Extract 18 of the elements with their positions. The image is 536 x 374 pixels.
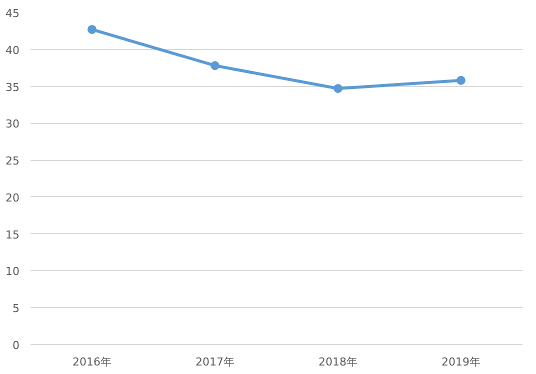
point (334, 84, 342, 93)
y-tick-label: 40 (6, 44, 20, 57)
y-tick-label: 45 (6, 7, 20, 20)
y-tick-label: 25 (6, 154, 20, 168)
x-tick-label: 2016年 (72, 356, 112, 368)
x-tick-label: 2018年 (318, 356, 358, 368)
point (210, 61, 220, 70)
y-tick-label: 35 (6, 80, 20, 94)
y-tick-label: 10 (6, 265, 20, 278)
y-tick-label: 15 (6, 228, 20, 242)
point (88, 24, 96, 34)
x-tick-label: 2017年 (196, 356, 235, 368)
y-tick-label: 30 (6, 118, 20, 131)
y-tick-label: 5 (12, 302, 20, 316)
y-tick-label: 20 (6, 191, 20, 204)
y-tick-label: 0 (12, 339, 20, 352)
x-tick-label: 2019年 (442, 356, 481, 368)
point (456, 76, 466, 85)
